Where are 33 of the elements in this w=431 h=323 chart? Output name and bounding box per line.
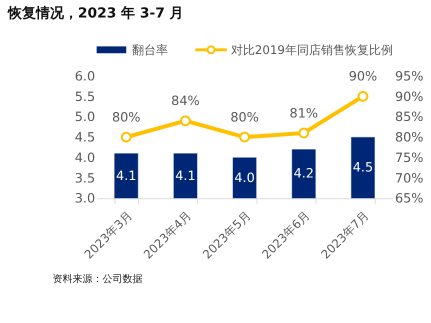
point [358,90,368,102]
data-label: 80% [112,110,140,126]
data-label: 4.2 [294,166,314,182]
y2-tick-label: 70% [395,171,424,186]
point [180,115,191,126]
data-label: 81% [290,106,318,122]
data-label: 90% [348,70,378,85]
y-tick-label: 3.0 [74,192,96,207]
legend-label: 翻台率 [132,42,168,57]
y-tick-label: 3.5 [74,171,96,186]
y2-tick-label: 80% [395,130,424,146]
y-tick-label: 4.5 [74,130,96,146]
data-label: 4.0 [234,170,255,186]
data-label: 84% [171,94,200,110]
y-tick-label: 4.0 [74,150,96,166]
y2-tick-label: 75% [395,150,424,166]
data-label: 4.1 [175,168,196,184]
chart-title: 恢复情况，2023 年 3-7 月 [6,6,184,22]
y2-tick-label: 95% [395,69,424,84]
data-label: 80% [230,110,259,126]
legend-label: 对比2019年同店销售恢复比例 [230,42,393,57]
point [239,132,250,142]
point [120,132,132,142]
y2-tick-label: 90% [395,90,424,105]
text: 资料来源：公司数据 [52,273,142,286]
y-tick-label: 6.0 [74,69,96,84]
y2-tick-label: 85% [395,110,424,126]
y-tick-label: 5.0 [74,110,96,126]
data-label: 4.5 [352,160,374,176]
data-label: 4.1 [116,168,136,184]
point [298,128,310,138]
y2-tick-label: 65% [395,192,424,207]
y-tick-label: 5.5 [74,90,96,105]
